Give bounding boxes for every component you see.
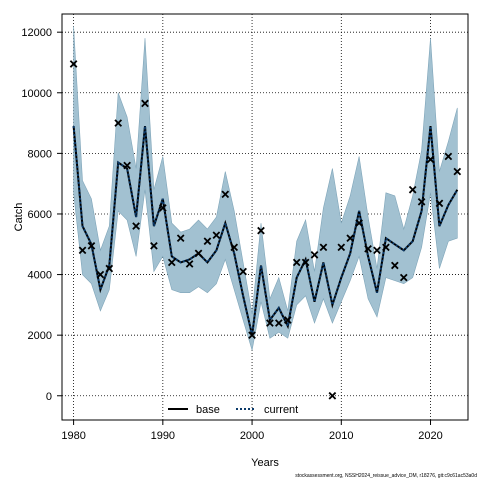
observed-point	[337, 243, 346, 252]
observed-point	[435, 199, 444, 208]
legend-label-current: current	[264, 404, 298, 416]
y-axis-title: Catch	[13, 203, 25, 232]
observed-point	[382, 243, 390, 252]
observed-point	[426, 155, 435, 164]
observed-point	[283, 316, 292, 324]
series-line-current	[72, 125, 459, 336]
y-tick-label: 4000	[28, 270, 52, 282]
observed-point	[132, 222, 140, 230]
observed-point	[319, 243, 328, 252]
observed-point	[176, 234, 185, 243]
observed-point	[221, 190, 230, 199]
observed-point	[390, 261, 399, 270]
observed-point	[78, 246, 87, 255]
observed-point	[346, 234, 355, 243]
observed-point	[373, 246, 381, 255]
observed-point	[248, 331, 256, 340]
y-axis: 0 2000 4000 6000 8000 10000 12000	[21, 27, 62, 403]
observed-point	[292, 258, 301, 267]
observed-point	[257, 226, 265, 235]
observed-point	[310, 251, 319, 259]
observed-points	[69, 60, 462, 400]
observed-point	[301, 258, 310, 267]
observed-point	[167, 258, 176, 267]
plot-frame	[61, 13, 469, 421]
x-axis-title: Years	[251, 457, 279, 469]
x-tick-label: 2010	[329, 430, 353, 442]
observed-point	[123, 161, 131, 170]
observed-point	[417, 198, 426, 206]
observed-point	[105, 264, 114, 273]
observed-point	[408, 185, 417, 194]
observed-point	[87, 241, 96, 250]
footer-note: stockassessment.org, NSSH2024_reissue_ad…	[295, 473, 477, 479]
observed-point	[141, 99, 149, 108]
observed-point	[239, 267, 247, 276]
y-tick-label: 10000	[21, 88, 52, 100]
x-axis: 1980 1990 2000 2010 2020	[61, 420, 443, 442]
x-tick-label: 2000	[240, 430, 264, 442]
observed-point	[399, 273, 408, 282]
observed-point	[364, 244, 372, 253]
observed-point	[150, 241, 158, 250]
observed-point	[203, 237, 212, 246]
x-tick-label: 2020	[418, 430, 442, 442]
observed-point	[185, 260, 194, 268]
observed-point	[96, 270, 105, 279]
observed-point	[355, 219, 363, 227]
y-tick-label: 8000	[28, 148, 52, 160]
observed-point	[69, 60, 78, 68]
observed-point	[328, 391, 337, 400]
y-tick-label: 6000	[28, 209, 52, 221]
legend-label-base: base	[196, 404, 220, 416]
observed-point	[114, 119, 123, 127]
x-tick-label: 1990	[151, 430, 175, 442]
observed-point	[194, 249, 203, 258]
observed-point	[444, 152, 453, 161]
x-tick-label: 1980	[61, 430, 85, 442]
observed-point	[212, 231, 221, 240]
observed-point	[453, 167, 462, 176]
confidence-band	[73, 26, 458, 351]
y-tick-label: 0	[46, 391, 52, 403]
legend: base current	[168, 404, 298, 416]
observed-point	[230, 243, 239, 252]
observed-point	[158, 204, 167, 212]
y-tick-label: 2000	[28, 330, 52, 342]
observed-point	[274, 319, 283, 327]
y-tick-label: 12000	[21, 27, 52, 39]
observed-point	[266, 319, 274, 327]
